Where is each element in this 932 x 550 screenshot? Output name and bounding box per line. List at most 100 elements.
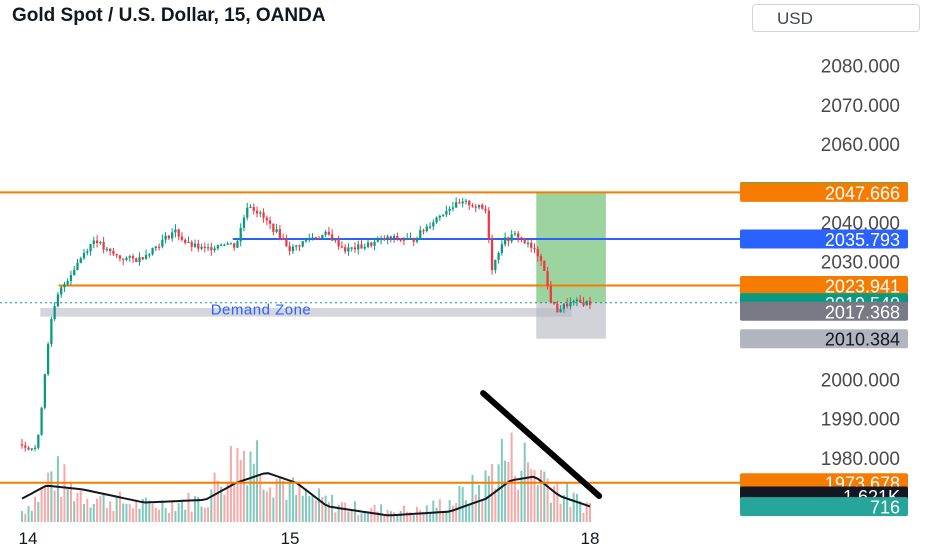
candle-body: [386, 236, 389, 241]
volume-bar: [138, 508, 141, 522]
candle-body: [393, 235, 396, 239]
volume-bar: [347, 511, 350, 522]
candle-body: [539, 256, 543, 261]
volume-bar: [396, 515, 399, 522]
candle-body: [167, 235, 171, 239]
currency-selector[interactable]: USD: [752, 4, 920, 32]
candle-body: [233, 243, 236, 248]
candle-body: [340, 246, 344, 248]
candle-body: [141, 257, 144, 260]
volume-bar: [131, 508, 134, 522]
candle-body: [282, 238, 285, 240]
volume-bar: [158, 509, 161, 522]
volume-bar: [291, 477, 294, 522]
candle-body: [556, 303, 559, 313]
candle-body: [92, 240, 95, 244]
y-tick-label: 2030.000: [821, 253, 900, 274]
candle-body: [582, 302, 585, 306]
volume-bar: [190, 511, 193, 522]
volume-bar: [288, 482, 291, 522]
volume-bar: [239, 459, 242, 522]
candle-body: [321, 234, 324, 239]
candle-body: [187, 241, 190, 244]
candle-body: [60, 287, 63, 295]
candle-body: [543, 260, 546, 272]
candle-body: [144, 255, 148, 260]
volume-bar: [579, 501, 582, 522]
candle-body: [206, 247, 210, 249]
volume-bar: [360, 513, 363, 522]
candle-body: [445, 210, 448, 215]
y-tick-label: 2040.000: [821, 213, 900, 234]
candle-body: [154, 246, 157, 249]
volume-bar: [249, 451, 252, 522]
volume-bar: [89, 507, 92, 522]
volume-bar: [109, 501, 112, 522]
volume-bar: [92, 504, 95, 522]
volume-bar: [242, 450, 245, 522]
candle-body: [585, 301, 588, 306]
volume-bar: [102, 492, 105, 522]
volume-bar: [376, 511, 379, 522]
candle-body: [360, 244, 363, 249]
volume-bar: [40, 487, 43, 522]
candle-body: [484, 208, 487, 211]
candle-body: [451, 207, 455, 209]
candle-body: [239, 227, 242, 242]
candle-body: [275, 229, 278, 232]
candle-body: [383, 238, 386, 241]
candle-body: [63, 284, 66, 288]
volume-bar: [533, 470, 536, 522]
volume-bar: [478, 484, 481, 522]
time-axis[interactable]: 14 15 18: [19, 529, 600, 548]
candle-body: [412, 237, 415, 242]
volume-bar: [497, 464, 500, 522]
volume-bar: [451, 505, 454, 522]
candle-body: [249, 206, 252, 209]
volume-bar: [500, 438, 503, 522]
candle-body: [432, 222, 435, 227]
candle-body: [46, 344, 50, 375]
candle-body: [389, 236, 393, 239]
candle-body: [530, 242, 533, 248]
volume-bar: [324, 495, 327, 522]
candle-body: [526, 242, 530, 245]
volume-bar: [220, 486, 223, 522]
volume-bar: [213, 472, 216, 522]
volume-bar: [337, 504, 340, 522]
candle-body: [344, 247, 347, 252]
candle-body: [562, 303, 566, 310]
candle-body: [122, 258, 125, 260]
candle-body: [373, 241, 376, 246]
candle-body: [73, 269, 76, 276]
volume-bar: [21, 511, 23, 522]
candles-layer: [20, 197, 592, 452]
candle-body: [219, 244, 223, 246]
price-axis[interactable]: 2080.000 2070.000 2060.000 2040.000 2030.000…: [821, 57, 900, 470]
volume-bar: [301, 495, 304, 522]
candle-body: [112, 251, 115, 255]
stop-zone: [536, 302, 606, 339]
candle-body: [536, 248, 539, 257]
candle-body: [43, 374, 46, 408]
volume-bar: [200, 506, 203, 522]
volume-bar: [63, 464, 66, 522]
volume-bar: [572, 492, 575, 522]
candle-body: [510, 234, 513, 242]
candle-body: [517, 233, 520, 238]
volume-bar: [344, 502, 347, 522]
candle-body: [200, 246, 203, 249]
candle-body: [435, 217, 438, 223]
volume-bar: [357, 515, 360, 522]
volume-ma-line: [21, 472, 591, 517]
volume-bar: [442, 511, 445, 522]
volume-bar: [468, 503, 471, 522]
volume-bar: [562, 494, 565, 522]
candle-body: [138, 257, 141, 263]
volume-bar: [543, 471, 546, 522]
y-tick-label: 1980.000: [821, 449, 900, 470]
volume-bar: [141, 498, 144, 522]
volume-bar: [461, 487, 464, 522]
candle-body: [128, 256, 131, 258]
